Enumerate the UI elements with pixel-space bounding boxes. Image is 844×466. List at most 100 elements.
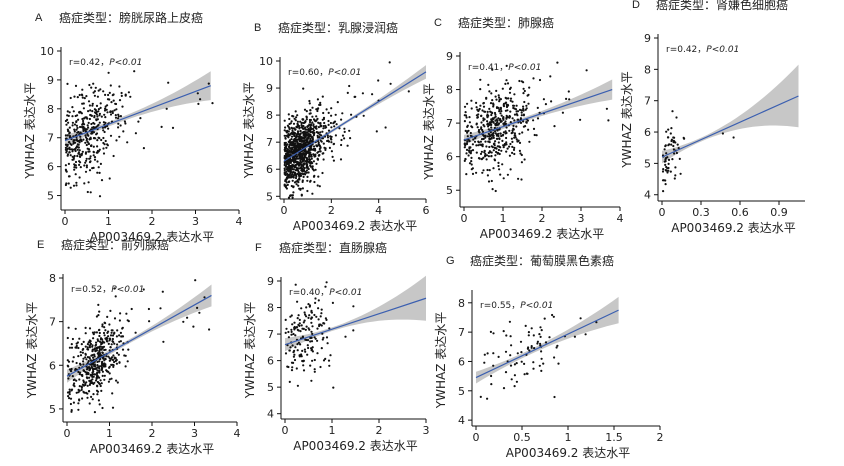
data-point — [472, 138, 475, 141]
data-point — [102, 90, 105, 93]
data-point — [516, 110, 520, 113]
data-point — [334, 134, 337, 137]
data-point — [555, 346, 558, 349]
scatter-points — [66, 279, 211, 414]
data-point — [483, 150, 486, 153]
data-point — [89, 157, 92, 160]
data-point — [308, 142, 312, 145]
data-point — [71, 337, 74, 341]
data-point — [88, 83, 91, 87]
data-point — [96, 360, 99, 363]
data-point — [519, 121, 523, 124]
data-point — [91, 345, 94, 348]
data-point — [664, 163, 667, 166]
x-axis-label: AP003469.2 表达水平 — [671, 221, 796, 235]
data-point — [92, 356, 95, 359]
data-point — [567, 90, 570, 93]
data-point — [666, 156, 669, 159]
data-point — [316, 117, 319, 120]
data-point — [298, 155, 302, 158]
stat-r: r=0.42 — [69, 58, 100, 68]
data-point — [505, 79, 508, 82]
data-point — [471, 126, 474, 129]
data-point — [673, 177, 676, 180]
data-point — [505, 103, 508, 106]
data-point — [284, 171, 287, 175]
data-point — [303, 162, 306, 165]
data-point — [301, 158, 304, 161]
data-point — [284, 179, 287, 183]
data-point — [284, 331, 287, 334]
data-point — [490, 374, 493, 378]
data-point — [88, 390, 91, 393]
data-point — [480, 114, 483, 118]
data-point — [99, 345, 102, 348]
data-point — [306, 134, 309, 137]
data-point — [78, 176, 81, 179]
data-point — [69, 397, 73, 400]
data-point — [104, 139, 107, 143]
data-point — [76, 96, 79, 99]
data-point — [533, 347, 536, 350]
data-point — [518, 141, 522, 144]
data-point — [303, 348, 306, 351]
data-point — [92, 363, 96, 366]
data-point — [98, 137, 101, 140]
data-point — [343, 130, 346, 133]
data-point — [321, 171, 324, 175]
data-point — [486, 397, 489, 400]
data-point — [305, 110, 308, 113]
data-point — [117, 113, 120, 116]
data-point — [302, 87, 305, 90]
data-point — [296, 130, 300, 133]
data-point — [89, 109, 92, 112]
data-point — [182, 320, 185, 323]
x-tick-label: 0 — [473, 431, 480, 444]
data-point — [306, 150, 309, 153]
data-point — [92, 166, 95, 169]
data-point — [508, 91, 512, 94]
data-point — [487, 125, 490, 128]
data-point — [80, 388, 83, 391]
data-point — [492, 332, 495, 335]
data-point — [523, 89, 526, 93]
data-point — [107, 127, 110, 130]
data-point — [330, 126, 333, 129]
data-point — [112, 154, 115, 158]
data-point — [66, 114, 69, 117]
data-point — [490, 126, 493, 129]
data-point — [313, 155, 316, 158]
data-point — [505, 126, 508, 129]
data-point — [284, 352, 288, 355]
data-point — [482, 101, 485, 105]
data-point — [98, 121, 101, 124]
data-point — [486, 120, 489, 123]
data-point — [292, 355, 295, 358]
data-point — [114, 357, 117, 360]
panel-letter: D — [632, 0, 640, 11]
data-point — [83, 164, 86, 167]
data-point — [118, 361, 121, 364]
data-point — [82, 340, 85, 343]
data-point — [674, 141, 677, 144]
stat-p: P<0.01 — [329, 288, 362, 298]
data-point — [111, 329, 114, 332]
data-point — [289, 141, 292, 144]
data-point — [81, 94, 84, 97]
data-point — [348, 84, 351, 88]
data-point — [78, 93, 81, 97]
data-point — [335, 123, 338, 126]
data-point — [113, 360, 116, 364]
data-point — [497, 148, 500, 152]
data-point — [349, 137, 352, 140]
data-point — [99, 162, 102, 165]
data-point — [95, 372, 98, 375]
data-point — [312, 169, 315, 172]
data-point — [492, 364, 495, 367]
data-point — [314, 168, 317, 171]
data-point — [90, 379, 93, 382]
data-point — [321, 130, 324, 133]
data-point — [304, 128, 307, 131]
data-point — [75, 124, 78, 127]
data-point — [300, 138, 303, 141]
